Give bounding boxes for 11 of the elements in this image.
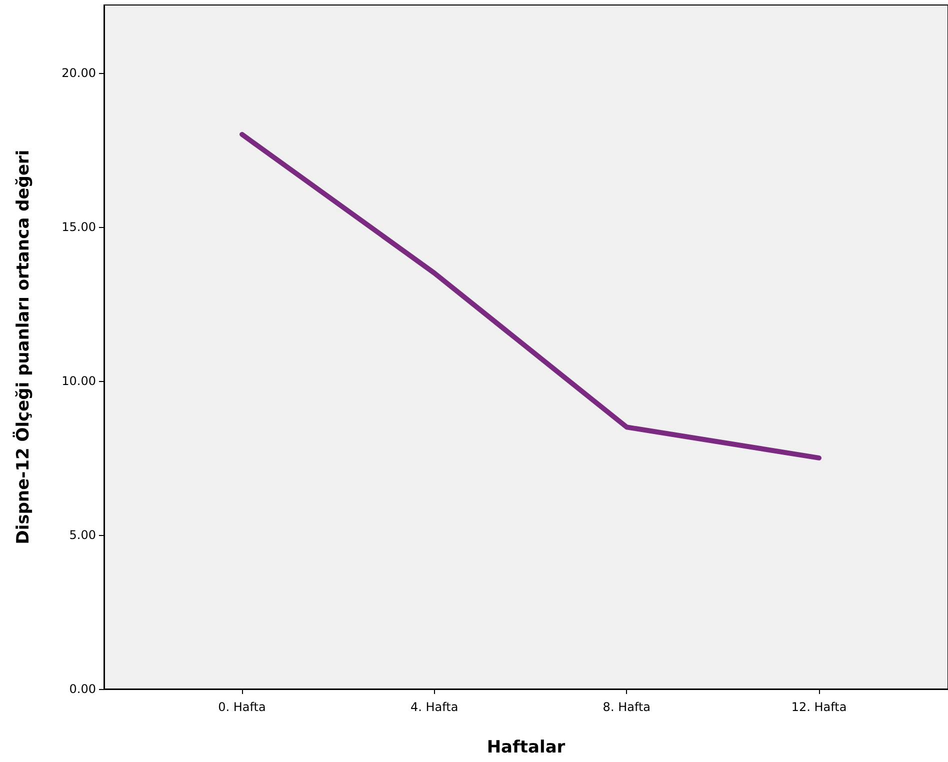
y-tick-label: 15.00 [62, 220, 96, 234]
x-axis-title: Haftalar [486, 738, 566, 758]
y-tick-label: 5.00 [69, 528, 96, 542]
y-tick-label: 10.00 [62, 374, 96, 388]
x-tick-label: 0. Hafta [218, 700, 266, 714]
y-tick-label: 20.00 [62, 66, 96, 80]
x-tick-label: 8. Hafta [602, 700, 651, 714]
x-tick-label: 4. Hafta [410, 700, 458, 714]
y-tick-label: 0.00 [69, 682, 96, 696]
y-axis-title: Dispne-12 Ölçeği puanları ortanca değeri [12, 150, 34, 544]
x-tick-label: 12. Hafta [791, 700, 847, 714]
